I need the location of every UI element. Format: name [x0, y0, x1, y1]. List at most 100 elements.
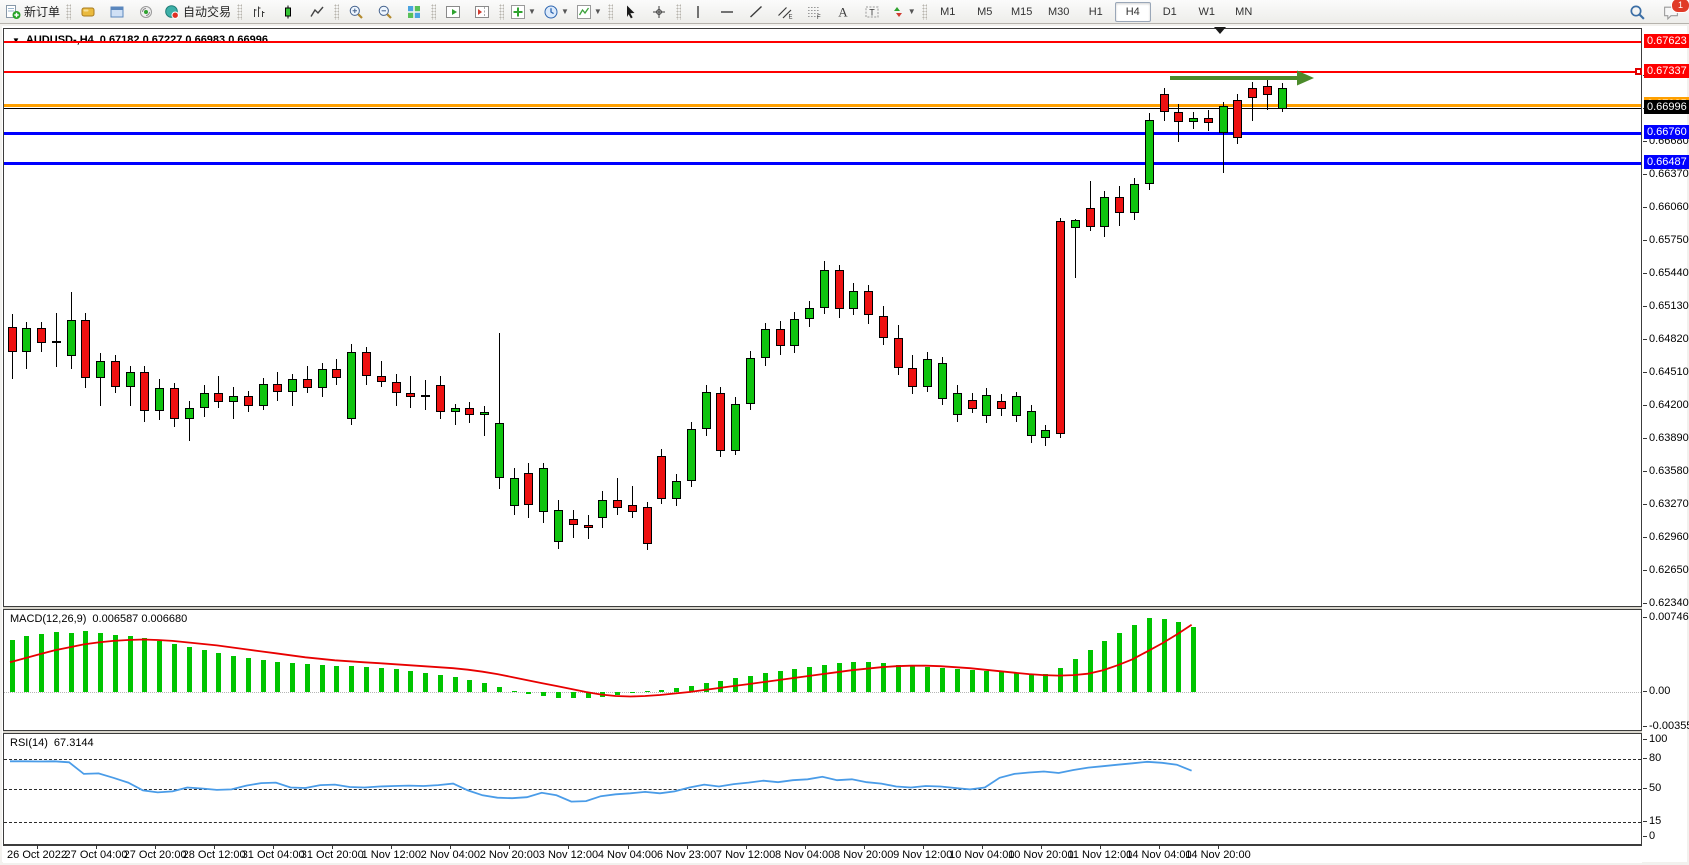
- channel-icon: E: [777, 4, 793, 20]
- periods-button[interactable]: ▼: [540, 1, 572, 23]
- vertical-line-button[interactable]: [684, 1, 712, 23]
- auto-trading-button[interactable]: 自动交易: [161, 1, 234, 23]
- auto-scroll-button[interactable]: [439, 1, 467, 23]
- candlestick: [731, 403, 741, 451]
- timeframe-button-h4[interactable]: H4: [1114, 1, 1151, 22]
- date-tick: [745, 845, 747, 849]
- date-label: 14 Nov 04:00: [1126, 849, 1192, 861]
- gold-box-icon: [80, 4, 96, 20]
- candlestick: [435, 384, 445, 413]
- price-axis[interactable]: 0.673000.669900.666800.663700.660600.657…: [1643, 26, 1689, 862]
- candle-wick: [55, 313, 57, 367]
- new-order-button[interactable]: 新订单: [2, 1, 63, 23]
- candlestick: [1041, 430, 1051, 438]
- timeframe-button-m30[interactable]: M30: [1048, 5, 1070, 18]
- date-label: 27 Oct 20:00: [123, 849, 187, 861]
- main-chart-panel[interactable]: ▼ AUDUSD-,H4 0.67182 0.67227 0.66983 0.6…: [3, 28, 1642, 607]
- rsi-panel[interactable]: RSI(14) 67.3144: [3, 733, 1642, 845]
- cursor-arrow-icon: [622, 4, 638, 20]
- chart-shift-button[interactable]: [468, 1, 496, 23]
- svg-text:A: A: [838, 4, 848, 19]
- date-tick: [96, 845, 98, 849]
- notifications-button[interactable]: 1: [1657, 0, 1689, 23]
- macd-histogram-bar: [999, 672, 1005, 692]
- date-tick: [37, 845, 38, 849]
- date-label: 8 Nov 04:00: [774, 849, 835, 861]
- toolbar: 新订单 自动交易 ▼ ▼ ▼ E F A T ▼: [0, 0, 1689, 24]
- macd-histogram-bar: [807, 667, 813, 692]
- candlestick: [1174, 112, 1184, 122]
- fibonacci-button[interactable]: F: [800, 1, 828, 23]
- zoom-in-button[interactable]: [342, 1, 370, 23]
- axis-tick: [1643, 470, 1647, 472]
- candlestick: [199, 393, 209, 409]
- zoom-out-button[interactable]: [371, 1, 399, 23]
- tile-windows-button[interactable]: [400, 1, 428, 23]
- timeframe-button-m1[interactable]: M1: [940, 5, 956, 18]
- macd-histogram-bar: [674, 687, 680, 692]
- candlestick: [775, 329, 785, 347]
- timeframe-button-m5[interactable]: M5: [977, 5, 993, 18]
- toolbar-grip: [607, 3, 613, 20]
- timeframe-button-d1[interactable]: D1: [1162, 5, 1177, 18]
- date-label: 31 Oct 04:00: [241, 849, 305, 861]
- candlestick: [509, 478, 519, 507]
- hline-endpoint-handle[interactable]: [1635, 67, 1642, 75]
- data-window-button[interactable]: [103, 1, 131, 23]
- indicators-button[interactable]: ▼: [507, 1, 539, 23]
- macd-histogram-bar: [171, 644, 177, 692]
- date-tick: [332, 845, 334, 849]
- text-button[interactable]: A: [829, 1, 857, 23]
- text-label-button[interactable]: T: [858, 1, 886, 23]
- macd-histogram-bar: [53, 631, 59, 692]
- macd-histogram-bar: [393, 669, 399, 692]
- axis-tick-value: 0.65440: [1649, 266, 1689, 279]
- candlestick: [66, 319, 76, 356]
- candlestick: [642, 507, 652, 545]
- channel-button[interactable]: E: [771, 1, 799, 23]
- search-icon: [1629, 4, 1646, 21]
- macd-histogram-bar: [201, 650, 207, 692]
- candle-wick: [498, 332, 500, 489]
- candlestick: [273, 383, 283, 393]
- macd-histogram-bar: [555, 692, 561, 698]
- collapse-triangle-icon[interactable]: ▼: [12, 36, 20, 45]
- candlestick: [583, 525, 593, 529]
- crosshair-button[interactable]: [645, 1, 673, 23]
- market-watch-button[interactable]: [74, 1, 102, 23]
- panel-splitter[interactable]: [3, 607, 1642, 609]
- macd-histogram-bar: [437, 675, 443, 692]
- candlestick-chart-button[interactable]: [274, 1, 302, 23]
- timeframe-button-m15[interactable]: M15: [1011, 5, 1033, 18]
- date-tick: [686, 845, 688, 849]
- cursor-button[interactable]: [616, 1, 644, 23]
- search-button[interactable]: [1623, 1, 1651, 23]
- trendline-button[interactable]: [742, 1, 770, 23]
- axis-tick-value: 0.63580: [1649, 464, 1689, 477]
- templates-button[interactable]: ▼: [573, 1, 605, 23]
- macd-histogram-bar: [39, 633, 45, 692]
- bar-chart-icon: [251, 4, 267, 20]
- candlestick: [1262, 85, 1272, 96]
- candle-wick: [484, 405, 486, 436]
- timeframe-button-mn[interactable]: MN: [1235, 5, 1253, 18]
- date-tick: [1099, 845, 1101, 849]
- timeframe-button-h1[interactable]: H1: [1088, 5, 1103, 18]
- macd-panel[interactable]: MACD(12,26,9) 0.006587 0.006680: [3, 609, 1642, 731]
- candle-wick: [233, 386, 235, 419]
- candle-wick: [425, 380, 427, 411]
- panel-splitter[interactable]: [3, 731, 1642, 733]
- arrows-button[interactable]: ▼: [887, 1, 919, 23]
- date-axis[interactable]: 26 Oct 2022 27 Oct 04:00 27 Oct 20:00 28 Oc…: [3, 845, 1642, 863]
- dropdown-caret-icon: ▼: [528, 7, 536, 16]
- timeframe-button-w1[interactable]: W1: [1198, 5, 1215, 18]
- line-chart-button[interactable]: [303, 1, 331, 23]
- candlestick: [997, 400, 1007, 410]
- horizontal-line-button[interactable]: [713, 1, 741, 23]
- candlestick: [746, 358, 755, 404]
- macd-histogram-bar: [319, 665, 325, 692]
- toolbar-grip: [66, 3, 72, 20]
- signals-button[interactable]: [132, 1, 160, 23]
- bar-chart-button[interactable]: [245, 1, 273, 23]
